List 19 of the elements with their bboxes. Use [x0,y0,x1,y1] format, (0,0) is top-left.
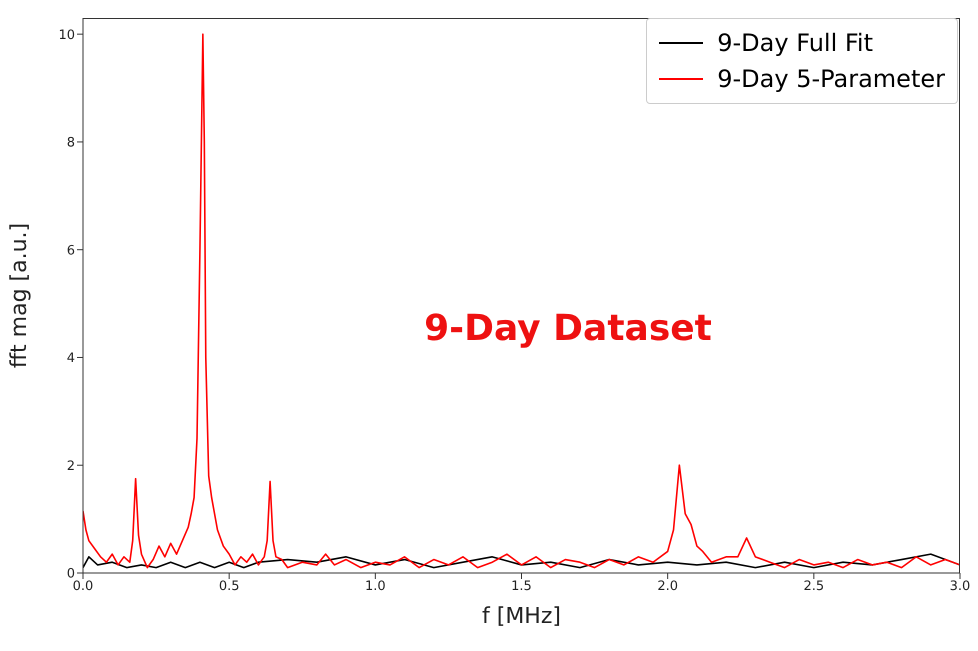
legend-label: 9-Day 5-Parameter [717,64,945,95]
y-tick-label: 8 [66,136,75,151]
y-tick-label: 6 [66,243,75,258]
x-tick-label: 1.0 [364,579,386,594]
x-tick-label: 1.5 [511,579,532,594]
y-axis-title: fft mag [a.u.] [6,222,32,368]
y-tick-label: 4 [66,351,75,366]
annotation: 9-Day Dataset [423,308,713,349]
x-tick-label: 0.5 [218,579,240,594]
y-tick-label: 2 [66,458,75,474]
y-tick-label: 10 [58,28,75,43]
line-series [83,33,960,568]
y-tick-label: 0 [66,566,75,582]
x-tick-label: 3.0 [950,579,970,594]
x-axis-title: f [MHz] [482,604,561,629]
x-tick-label: 2.0 [657,579,678,594]
x-tick-label: 2.5 [803,579,824,594]
x-tick-label: 0.0 [72,579,94,594]
legend-label: 9-Day Full Fit [717,28,874,59]
